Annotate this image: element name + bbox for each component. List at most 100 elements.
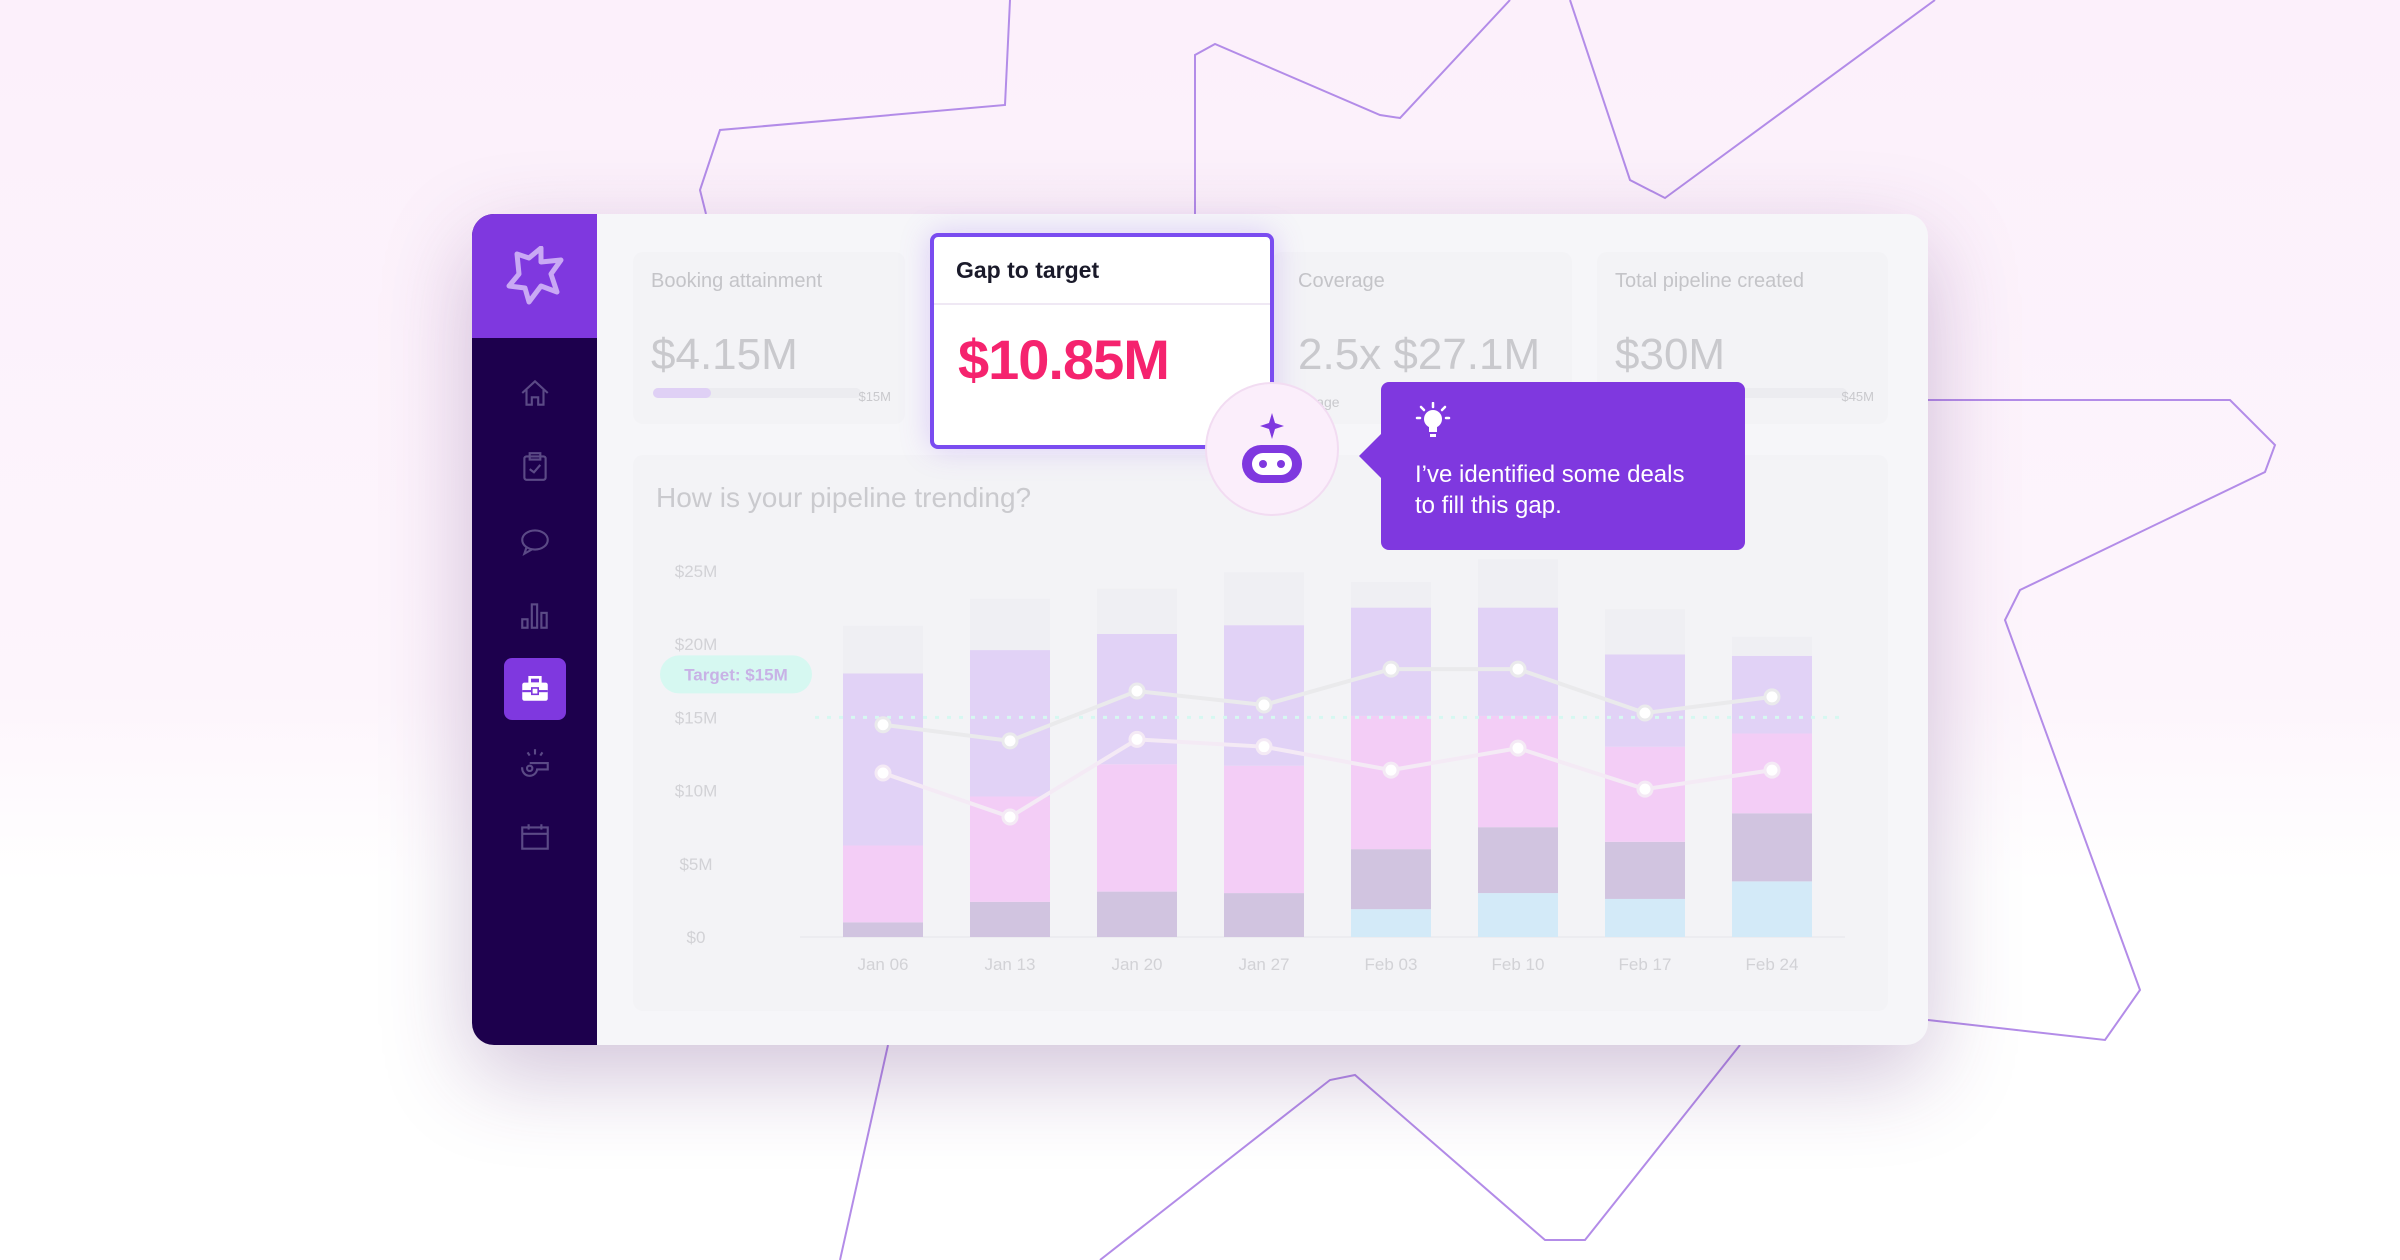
y-tick-label: $25M bbox=[675, 562, 718, 581]
bar-segment bbox=[1097, 588, 1177, 634]
bar-segment bbox=[1097, 764, 1177, 892]
y-tick-label: $0 bbox=[687, 928, 706, 947]
star-outline bbox=[1099, 1044, 1741, 1260]
metric-value: $4.15M bbox=[651, 330, 798, 379]
trend-point bbox=[1128, 730, 1146, 748]
bar-segment bbox=[1478, 559, 1558, 608]
trend-point bbox=[1636, 704, 1654, 722]
x-tick-label: Jan 13 bbox=[984, 955, 1035, 974]
metric-label: Total pipeline created bbox=[1615, 270, 1805, 292]
bar-segment bbox=[1224, 572, 1304, 626]
trend-point bbox=[1636, 780, 1654, 798]
trend-point bbox=[874, 764, 892, 782]
trend-point bbox=[1763, 761, 1781, 779]
x-tick-label: Jan 06 bbox=[857, 955, 908, 974]
bar-segment bbox=[1224, 893, 1304, 937]
metric-value: 2.5x $27.1M bbox=[1298, 330, 1541, 379]
logo-burst-icon bbox=[506, 246, 563, 305]
robot-icon bbox=[1242, 413, 1302, 483]
chat-icon bbox=[520, 529, 549, 557]
y-tick-label: $10M bbox=[675, 782, 718, 801]
y-tick-label: $5M bbox=[679, 855, 712, 874]
progress-cap: $45M bbox=[1841, 389, 1874, 404]
logo[interactable] bbox=[472, 214, 597, 338]
assistant-tooltip[interactable]: I’ve identified some deals to fill this … bbox=[1359, 382, 1745, 550]
trend-point bbox=[1255, 696, 1273, 714]
gap-label: Gap to target bbox=[934, 237, 1270, 305]
trend-point bbox=[874, 716, 892, 734]
progress-bar bbox=[653, 388, 861, 398]
trend-point bbox=[1001, 808, 1019, 826]
bar-segment bbox=[1605, 654, 1685, 747]
bar-segment bbox=[1097, 891, 1177, 937]
star-outline bbox=[1194, 0, 1511, 214]
y-tick-label: $15M bbox=[675, 708, 718, 727]
sidebar-item-bar-chart[interactable] bbox=[504, 584, 566, 646]
star-outline bbox=[698, 0, 1011, 215]
bar-segment bbox=[1478, 827, 1558, 894]
sidebar-item-briefcase[interactable] bbox=[503, 658, 566, 720]
sidebar-item-whistle[interactable] bbox=[504, 732, 566, 794]
bar-segment bbox=[1478, 715, 1558, 828]
trend-point bbox=[1128, 682, 1146, 700]
bar-segment bbox=[1224, 765, 1304, 894]
home-icon bbox=[521, 379, 548, 406]
gap-value: $10.85M bbox=[958, 328, 1170, 391]
trend-line bbox=[882, 737, 1773, 820]
x-tick-label: Feb 03 bbox=[1365, 955, 1418, 974]
bar-segment bbox=[843, 625, 923, 674]
sidebar-item-chat[interactable] bbox=[504, 510, 566, 572]
trend-point bbox=[1509, 660, 1527, 678]
x-tick-label: Feb 24 bbox=[1746, 955, 1799, 974]
chart-title: How is your pipeline trending? bbox=[656, 482, 1032, 513]
trend-point bbox=[1509, 739, 1527, 757]
sidebar-item-clipboard-check[interactable] bbox=[504, 436, 566, 498]
x-tick-label: Jan 27 bbox=[1238, 955, 1289, 974]
bar-segment bbox=[970, 598, 1050, 651]
bar-segment bbox=[1351, 581, 1431, 608]
x-tick-label: Feb 10 bbox=[1492, 955, 1545, 974]
bar-segment bbox=[1351, 909, 1431, 937]
trend-point bbox=[1255, 738, 1273, 756]
briefcase-icon bbox=[521, 675, 548, 701]
metric-label: Booking attainment bbox=[651, 270, 823, 292]
star-outline bbox=[839, 1044, 889, 1260]
sidebar-item-home[interactable] bbox=[504, 362, 566, 424]
sidebar-nav bbox=[472, 338, 597, 868]
target-label: Target: $15M bbox=[684, 665, 788, 684]
x-tick-label: Feb 17 bbox=[1619, 955, 1672, 974]
bar-segment bbox=[1351, 849, 1431, 910]
bar-segment bbox=[970, 650, 1050, 797]
trend-line bbox=[882, 667, 1773, 743]
bar-segment bbox=[843, 922, 923, 937]
metric-card-booking[interactable]: Booking attainment $4.15M $15M bbox=[633, 252, 905, 424]
progress-fill bbox=[653, 388, 712, 398]
progress-cap: $15M bbox=[858, 389, 891, 404]
target-badge bbox=[660, 655, 812, 694]
sidebar bbox=[472, 214, 597, 1045]
bar-segment bbox=[1732, 881, 1812, 937]
calendar-icon bbox=[520, 824, 549, 850]
bar-segment bbox=[1351, 715, 1431, 850]
bar-segment bbox=[1605, 898, 1685, 937]
x-tick-label: Jan 20 bbox=[1111, 955, 1162, 974]
bar-segment bbox=[1605, 609, 1685, 655]
whistle-icon bbox=[520, 749, 549, 777]
y-tick-label: $20M bbox=[675, 635, 718, 654]
lightbulb-icon bbox=[1415, 401, 1451, 437]
bar-segment bbox=[1732, 813, 1812, 882]
sidebar-item-calendar[interactable] bbox=[504, 806, 566, 868]
bar-segment bbox=[1605, 841, 1685, 899]
ai-assistant-avatar[interactable] bbox=[1205, 382, 1339, 516]
trend-point bbox=[1001, 732, 1019, 750]
bar-segment bbox=[1478, 893, 1558, 937]
assistant-message: I’ve identified some deals to fill this … bbox=[1415, 461, 1685, 519]
star-outline bbox=[1569, 0, 1936, 200]
bar-segment bbox=[843, 845, 923, 923]
star-outline bbox=[1927, 399, 2277, 1042]
bar-segment bbox=[1732, 636, 1812, 656]
trend-point bbox=[1763, 688, 1781, 706]
trend-point bbox=[1382, 761, 1400, 779]
